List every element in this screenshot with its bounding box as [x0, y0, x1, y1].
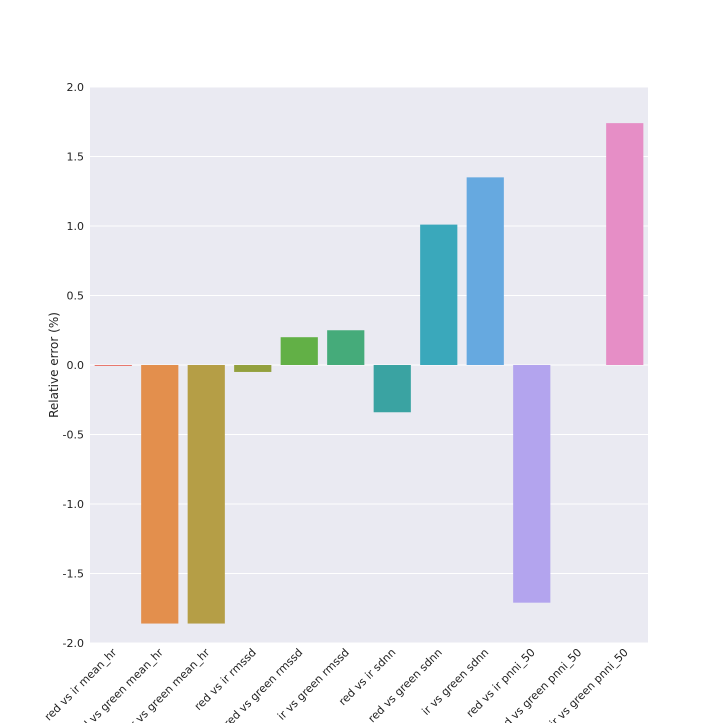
y-tick-label: 0.0	[67, 359, 85, 372]
bar	[187, 365, 225, 624]
bar	[280, 337, 318, 365]
y-tick-label: 1.0	[67, 220, 85, 233]
y-tick-label: 0.5	[67, 290, 85, 303]
bars	[94, 123, 644, 624]
bar	[94, 365, 132, 366]
bar	[420, 224, 458, 365]
y-tick-label: -2.0	[63, 637, 84, 650]
x-tick-label: ir vs green pnni_50	[547, 646, 631, 723]
y-tick-label: 1.5	[67, 151, 85, 164]
y-tick-label: -0.5	[63, 429, 84, 442]
bar	[234, 365, 272, 372]
bar	[513, 365, 551, 603]
y-tick-label: 2.0	[67, 81, 85, 94]
y-axis-label: Relative error (%)	[47, 312, 61, 418]
bar	[327, 330, 365, 365]
y-tick-label: -1.0	[63, 498, 84, 511]
bar	[141, 365, 179, 624]
bar	[606, 123, 644, 365]
y-axis-ticks: 2.0 1.5 1.0 0.5 0.0 -0.5 -1.0 -1.5 -2.0	[63, 81, 84, 650]
y-tick-label: -1.5	[63, 568, 84, 581]
bar	[373, 365, 411, 413]
gridlines	[90, 86, 648, 644]
bar	[466, 177, 504, 365]
